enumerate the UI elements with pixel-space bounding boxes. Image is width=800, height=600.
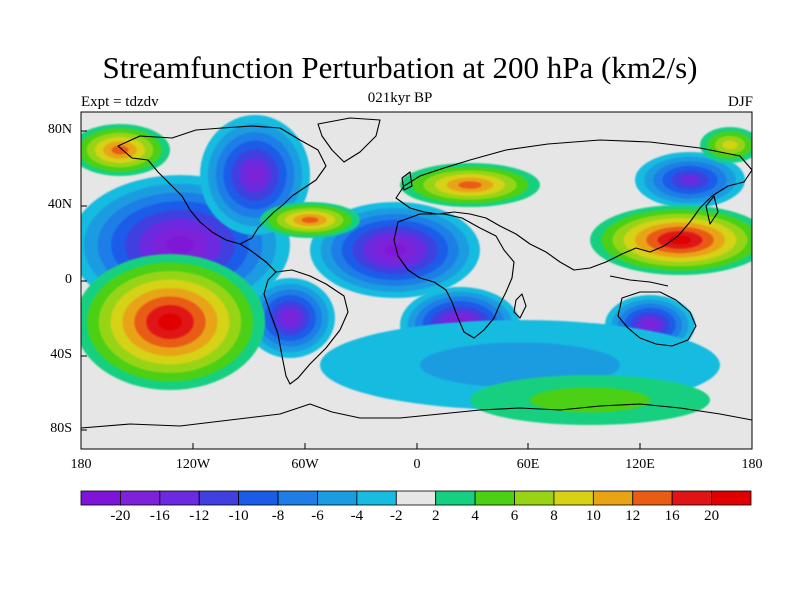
colorbar-swatch	[277, 490, 318, 506]
colorbar-swatch	[159, 490, 200, 506]
colorbar-label: -12	[189, 508, 210, 524]
colorbar-swatch	[80, 490, 121, 506]
colorbar-swatch	[356, 490, 397, 506]
contour-level	[643, 320, 657, 330]
colorbar-swatch	[711, 490, 752, 506]
lon-tick-label: 180	[70, 457, 92, 472]
contour-level	[680, 175, 700, 185]
lon-tick-label: 60W	[291, 457, 319, 472]
contour-level	[158, 313, 182, 331]
contour-level	[283, 312, 297, 324]
period-label: 021kyr BP	[367, 90, 433, 106]
colorbar-label: 4	[471, 508, 479, 524]
coast-antarctica	[81, 403, 752, 429]
colorbar-label: -6	[311, 508, 324, 524]
colorbar-label: 16	[664, 508, 680, 524]
colorbar-label: 8	[550, 508, 558, 524]
lat-tick-label: 0	[65, 272, 72, 287]
colorbar	[80, 490, 752, 506]
lat-tick-label: 40S	[50, 347, 72, 362]
coast-south-america	[263, 269, 349, 385]
contour-level	[668, 235, 692, 245]
colorbar-swatch	[474, 490, 515, 506]
lon-tick-label: 120W	[175, 457, 211, 472]
colorbar-swatch	[514, 490, 555, 506]
colorbar-swatch	[435, 490, 476, 506]
colorbar-swatch	[198, 490, 240, 506]
colorbar-label: 2	[431, 508, 440, 524]
contour-level	[301, 217, 319, 223]
colorbar-label: 6	[510, 508, 519, 524]
contour-level	[722, 140, 738, 150]
contour-field	[81, 112, 752, 449]
colorbar-label: -4	[350, 508, 364, 524]
coast-greenland	[317, 117, 381, 163]
colorbar-swatch	[120, 490, 161, 506]
lat-tick-label: 80N	[47, 122, 72, 137]
coast-uk	[401, 171, 413, 191]
contour-level	[247, 166, 263, 184]
contour-level	[530, 387, 650, 413]
coast-japan	[705, 195, 719, 225]
season-label: DJF	[727, 94, 753, 110]
colorbar-label: -20	[110, 508, 131, 524]
lon-tick-label: 180	[741, 457, 763, 472]
lat-tick-label: 80S	[50, 421, 72, 436]
colorbar-label: -2	[390, 508, 403, 524]
colorbar-label: -10	[228, 508, 249, 524]
colorbar-label: -8	[271, 508, 285, 524]
coast-indonesia	[609, 275, 669, 287]
map-title: Streamfunction Perturbation at 200 hPa (…	[102, 50, 698, 85]
coast-madagascar	[513, 293, 527, 319]
coast-australia	[617, 291, 697, 347]
colorbar-swatch	[592, 490, 634, 506]
contour-level	[384, 244, 406, 256]
colorbar-label: 12	[625, 508, 641, 524]
colorbar-swatch	[632, 490, 673, 506]
contour-level	[111, 145, 129, 155]
coast-central-america	[239, 243, 277, 273]
lon-tick-label: 120E	[625, 457, 655, 472]
experiment-label: Expt = tdzdv	[81, 94, 159, 110]
axis-ticks	[80, 130, 753, 449]
colorbar-label: -16	[149, 508, 170, 524]
lon-tick-label: 0	[413, 457, 421, 472]
lat-tick-label: 40N	[47, 197, 72, 212]
coast-africa	[393, 213, 515, 339]
colorbar-swatch	[671, 490, 712, 506]
contour-level	[166, 236, 194, 254]
coastlines	[81, 117, 752, 429]
colorbar-swatch	[395, 490, 437, 506]
coast-north-america	[117, 125, 327, 245]
colorbar-swatch	[317, 490, 358, 506]
contour-level	[458, 181, 482, 189]
colorbar-swatch	[238, 490, 279, 506]
colorbar-label: 20	[704, 508, 720, 524]
lon-tick-label: 60E	[516, 457, 540, 472]
coast-eurasia	[395, 139, 752, 271]
colorbar-label: 10	[585, 508, 601, 524]
colorbar-swatch	[553, 490, 594, 506]
